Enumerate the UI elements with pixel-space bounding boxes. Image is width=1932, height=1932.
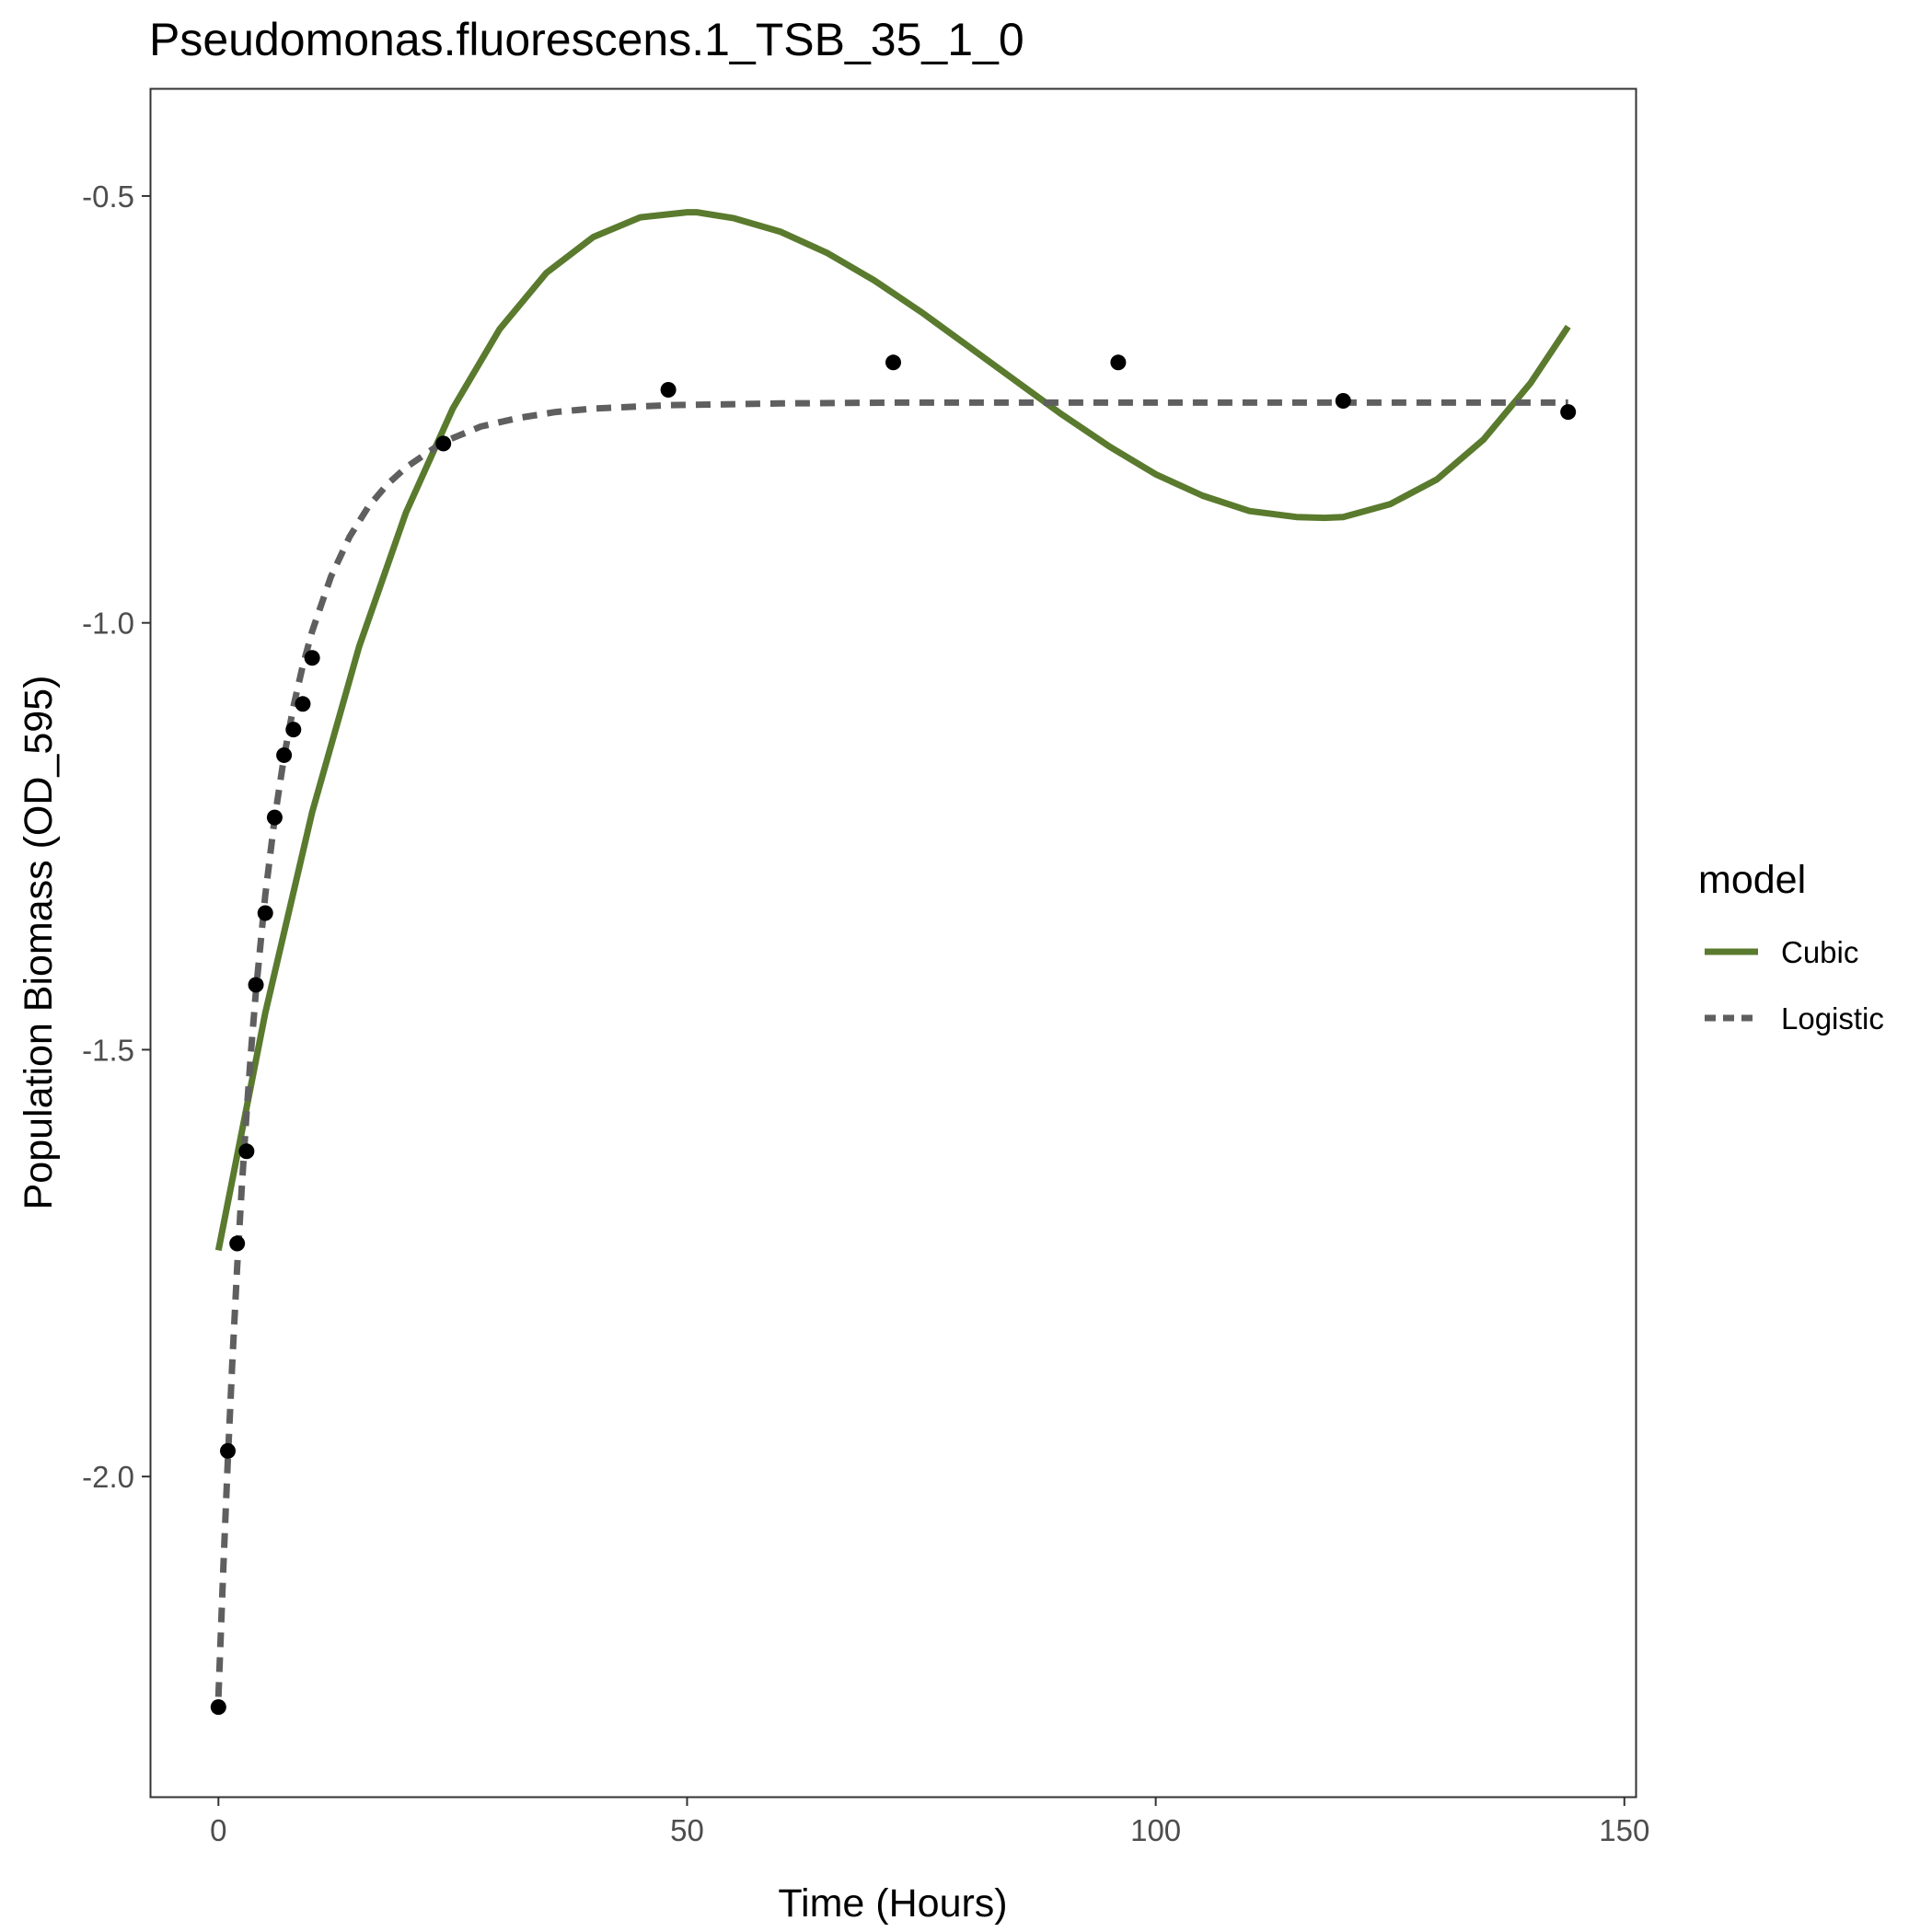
data-point: [1335, 393, 1351, 410]
data-point: [276, 746, 293, 763]
data-point: [210, 1699, 226, 1716]
plot-panel: [149, 87, 1637, 1799]
legend: model Cubic Logistic: [1698, 858, 1884, 1035]
data-points: [210, 354, 1577, 1716]
y-tick-label: -2.0: [82, 1460, 134, 1494]
y-tick-label: -0.5: [82, 179, 134, 214]
data-point: [435, 435, 452, 452]
legend-label-cubic: Cubic: [1781, 935, 1858, 969]
data-point: [885, 354, 901, 371]
x-tick-label: 100: [1130, 1813, 1181, 1847]
series-line-cubic: [214, 209, 1571, 1252]
data-point: [285, 722, 302, 738]
data-point: [248, 977, 264, 993]
y-tick-label: -1.5: [82, 1033, 134, 1067]
y-axis: -2.0 -1.5 -1.0 -0.5: [82, 179, 151, 1494]
legend-label-logistic: Logistic: [1781, 1001, 1884, 1035]
data-point: [266, 809, 283, 826]
y-tick-label: -1.0: [82, 607, 134, 641]
data-point: [220, 1442, 237, 1459]
data-point: [660, 381, 677, 398]
data-point: [304, 650, 320, 666]
y-axis-title: Population Biomass (OD_595): [17, 676, 61, 1210]
data-point: [295, 696, 311, 712]
x-tick-label: 150: [1599, 1813, 1649, 1847]
chart-title: Pseudomonas.fluorescens.1_TSB_35_1_0: [149, 14, 1024, 65]
data-point: [238, 1143, 255, 1160]
x-axis-title: Time (Hours): [778, 1881, 1007, 1926]
data-point: [229, 1235, 246, 1252]
data-point: [257, 905, 273, 921]
x-tick-label: 0: [210, 1813, 226, 1847]
legend-title: model: [1698, 858, 1806, 902]
data-point: [1110, 354, 1127, 371]
x-tick-label: 50: [670, 1813, 704, 1847]
data-point: [1560, 404, 1577, 421]
series-layer: [214, 209, 1571, 1697]
x-axis: 0 50 100 150: [210, 1797, 1649, 1847]
series-line-logistic: [214, 399, 1568, 1697]
